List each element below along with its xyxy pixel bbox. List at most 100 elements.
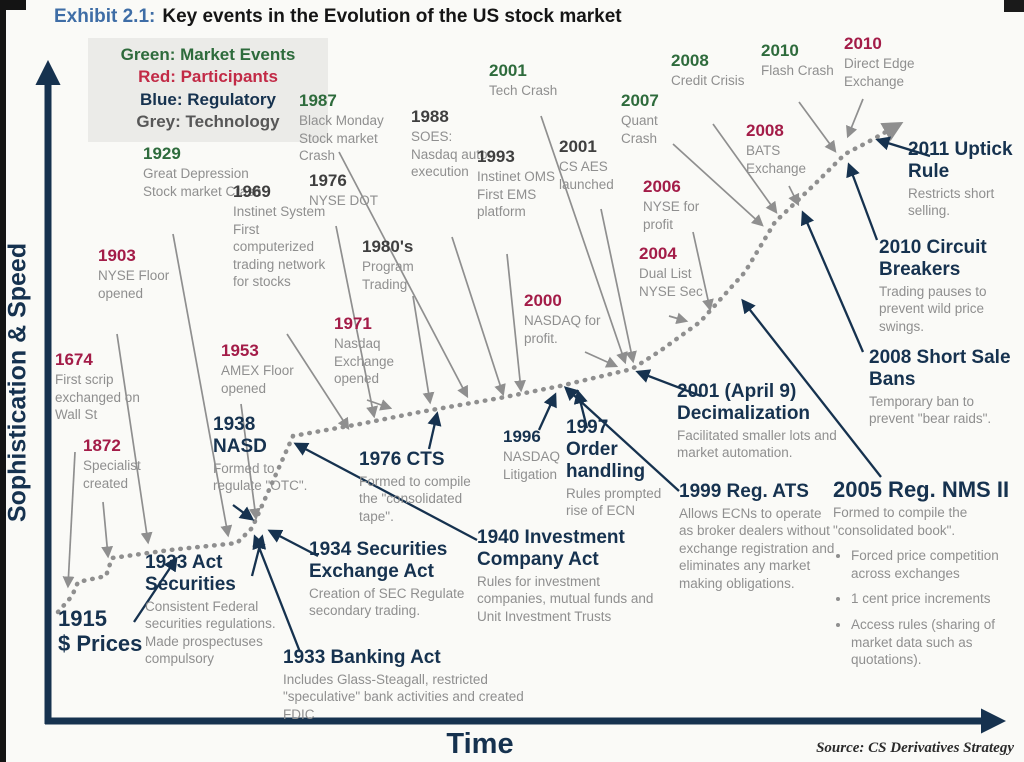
connector-1980s-program-trading [412, 295, 435, 405]
event-1915-dollar-prices: 1915 $ Prices [58, 606, 178, 657]
event-description: Instinet System First computerized tradi… [233, 204, 326, 290]
event-description: Restricts short selling. [908, 185, 995, 219]
event-year-label: 1929 [143, 144, 181, 163]
event-2001-tech-crash: 2001 Tech Crash [489, 61, 584, 100]
connector-2010-flash-crash [798, 101, 837, 153]
y-axis-label: Sophistication & Speed [3, 242, 32, 523]
event-year-label: 1988 [411, 107, 449, 126]
connector-1987-black-monday [338, 151, 469, 399]
event-year-label: 1987 [299, 91, 337, 110]
legend-item-0: Green: Market Events [120, 45, 296, 64]
connector-1872-specialist [101, 501, 114, 559]
event-description: NYSE DOT [309, 193, 379, 209]
event-description: Tech Crash [489, 83, 558, 99]
event-2005-reg-nms: 2005 Reg. NMS II Formed to compile the "c… [833, 477, 1023, 677]
event-2008-bats-exchange: 2008 BATS Exchange [746, 121, 836, 177]
event-1872-specialist: 1872 Specialist created [83, 436, 178, 492]
x-axis-label: Time [446, 728, 514, 760]
event-1969-instinet-system: 1969 Instinet System First computerized t… [233, 182, 343, 291]
event-2004-dual-list: 2004 Dual List NYSE Sec [639, 244, 719, 300]
event-1976-nyse-dot: 1976 NYSE DOT [309, 171, 384, 210]
event-description: CS AES launched [559, 159, 614, 192]
legend-item-3: Grey: Technology [136, 112, 280, 132]
connector-2001-decimalization [635, 369, 702, 398]
connector-1933-banking-act [252, 534, 302, 653]
event-description: Rules prompted rise of ECN [566, 485, 662, 519]
connector-1976-nyse-dot [335, 225, 378, 419]
event-2008-credit-crisis: 2008 Credit Crisis [671, 51, 746, 90]
event-1971-nasdaq-exchange: 1971 Nasdaq Exchange opened [334, 314, 424, 388]
event-2000-nasdaq-profit: 2000 NASDAQ for profit. [524, 291, 619, 347]
event-2010-direct-edge: 2010 Direct Edge Exchange [844, 34, 944, 90]
legend-item-2: Blue: Regulatory [139, 89, 277, 109]
event-description: Formed to regulate "OTC". [213, 460, 308, 494]
event-description: Facilitated smaller lots and market auto… [677, 427, 837, 461]
event-year-label: 2005 Reg. NMS II [833, 477, 1010, 502]
event-year-label: 2001 (April 9) Decimalization [677, 381, 811, 424]
event-description: Rules for investment companies, mutual f… [477, 573, 654, 624]
event-2001-decimalization: 2001 (April 9) Decimalization Facilitated… [677, 381, 842, 462]
event-2010-circuit-breakers: 2010 Circuit Breakers Trading pauses to p… [879, 237, 1024, 335]
connector-1971-nasdaq-exchange [366, 399, 393, 411]
event-year-label: 1953 [221, 341, 259, 360]
event-year-label: 1674 [55, 350, 93, 369]
event-year-label: 1976 [309, 171, 347, 190]
connector-1999-reg-ats [563, 386, 680, 492]
event-1929-great-depression: 1929 Great Depression Stock market Crash [143, 144, 268, 200]
event-year-label: 2010 Circuit Breakers [879, 237, 987, 280]
event-year-label: 2008 [746, 121, 784, 140]
event-description: Black Monday Stock market Crash [299, 113, 384, 164]
connector-1993-instinet-oms [506, 253, 526, 393]
event-2008-short-sale-bans: 2008 Short Sale Bans Temporary ban to pre… [869, 347, 1019, 428]
connector-1976-cts [427, 411, 442, 450]
event-description: Flash Crash [761, 63, 834, 79]
connector-1969-instinet-system [286, 333, 350, 430]
event-1976-cts: 1976 CTS Formed to compile the "consolida… [359, 449, 489, 525]
event-bullet-list: Forced price competition across exchange… [837, 547, 1023, 668]
connector-2001-cs-aes [600, 208, 637, 364]
event-1999-reg-ats: 1999 Reg. ATS Allows ECNs to operate as b… [679, 481, 839, 593]
connector-2001-tech-crash [540, 115, 628, 365]
event-year-label: 2004 [639, 244, 677, 263]
event-description: Credit Crisis [671, 73, 745, 89]
event-2011-uptick-rule: 2011 Uptick Rule Restricts short selling. [908, 139, 1024, 220]
event-description: Dual List NYSE Sec [639, 266, 703, 299]
event-2010-flash-crash: 2010 Flash Crash [761, 41, 836, 80]
timeline-curve [55, 121, 904, 615]
connector-2008-bats-exchange [788, 185, 800, 207]
event-description: Nasdaq Exchange opened [334, 336, 395, 387]
event-bullet: Access rules (sharing of market data suc… [851, 616, 1023, 669]
color-legend: Green: Market Events Red: Participants Blu… [88, 38, 328, 142]
event-1938-nasd: 1938 NASD Formed to regulate "OTC". [213, 414, 308, 495]
event-description: BATS Exchange [746, 143, 807, 176]
event-2001-cs-aes: 2001 CS AES launched [559, 137, 649, 193]
event-description: Temporary ban to prevent "bear raids". [869, 393, 992, 427]
connector-1996-nasdaq-litigation [537, 392, 557, 431]
scan-edge-topright [1004, 0, 1024, 12]
event-description: Trading pauses to prevent wild price swi… [879, 283, 987, 334]
event-year-label: 1934 Securities Exchange Act [309, 539, 448, 582]
scan-edge-topleft [0, 0, 26, 10]
event-1903-nyse-floor: 1903 NYSE Floor opened [98, 246, 183, 302]
event-1934-securities-exchange-act: 1934 Securities Exchange Act Creation of … [309, 539, 479, 620]
connector-2008-short-sale-bans [800, 210, 865, 353]
event-year-label: 1938 NASD [213, 414, 267, 457]
event-year-label: 1999 Reg. ATS [679, 481, 809, 502]
event-year-label: 2010 [844, 34, 882, 53]
event-2007-quant-crash: 2007 Quant Crash [621, 91, 696, 147]
connector-1929-great-depression [172, 233, 233, 538]
event-1933-banking-act: 1933 Banking Act Includes Glass-Steagall,… [283, 647, 533, 723]
event-1980s-program-trading: 1980's Program Trading [362, 237, 452, 293]
connector-2010-direct-edge [846, 98, 864, 139]
connector-arrows [62, 98, 931, 653]
event-description: SOES: Nasdaq auto-execution [411, 129, 493, 180]
event-year-label: 1996 [503, 427, 541, 446]
event-description: Creation of SEC Regulate secondary tradi… [309, 585, 465, 619]
connector-1988-soes [451, 236, 506, 397]
event-description: Direct Edge Exchange [844, 56, 915, 89]
event-year-label: 1872 [83, 436, 121, 455]
event-year-label: 1940 Investment Company Act [477, 527, 625, 570]
source-note: Source: CS Derivatives Strategy [816, 740, 1014, 756]
event-year-label: 2008 Short Sale Bans [869, 347, 1011, 390]
